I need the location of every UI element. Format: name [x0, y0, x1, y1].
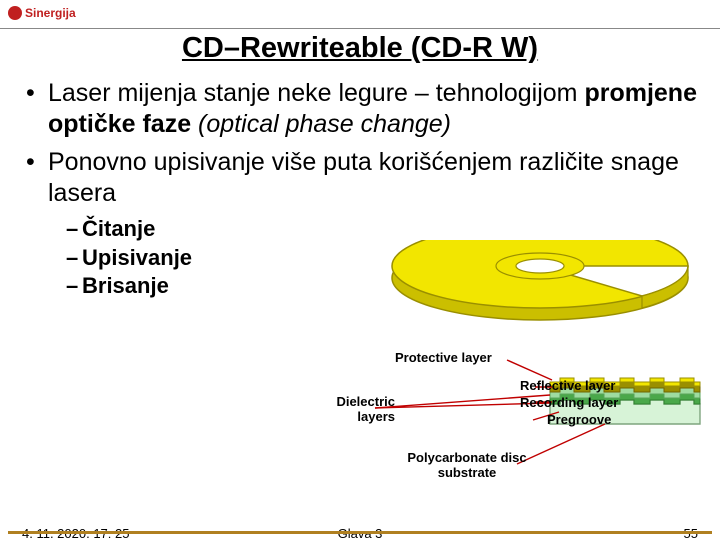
footer-divider [8, 531, 712, 534]
cd-diagram: Protective layer Reflective layer Record… [325, 240, 710, 510]
bullet-2: Ponovno upisivanje više puta korišćenjem… [20, 147, 700, 210]
logo-icon [8, 6, 22, 20]
top-divider [0, 28, 720, 29]
label-recording: Recording layer [520, 395, 618, 410]
label-protective: Protective layer [395, 350, 492, 365]
label-dielectric: Dielectric layers [315, 394, 395, 424]
university-logo: Sinergija [8, 6, 76, 20]
label-pregroove: Pregroove [547, 412, 611, 427]
logo-text: Sinergija [25, 6, 76, 20]
label-reflective: Reflective layer [520, 378, 615, 393]
disc-3d [392, 240, 688, 320]
label-substrate: Polycarbonate disc substrate [387, 450, 547, 480]
page-title: CD–Rewriteable (CD-R W) [0, 32, 720, 65]
bullet-1: Laser mijenja stanje neke legure – tehno… [20, 78, 700, 141]
